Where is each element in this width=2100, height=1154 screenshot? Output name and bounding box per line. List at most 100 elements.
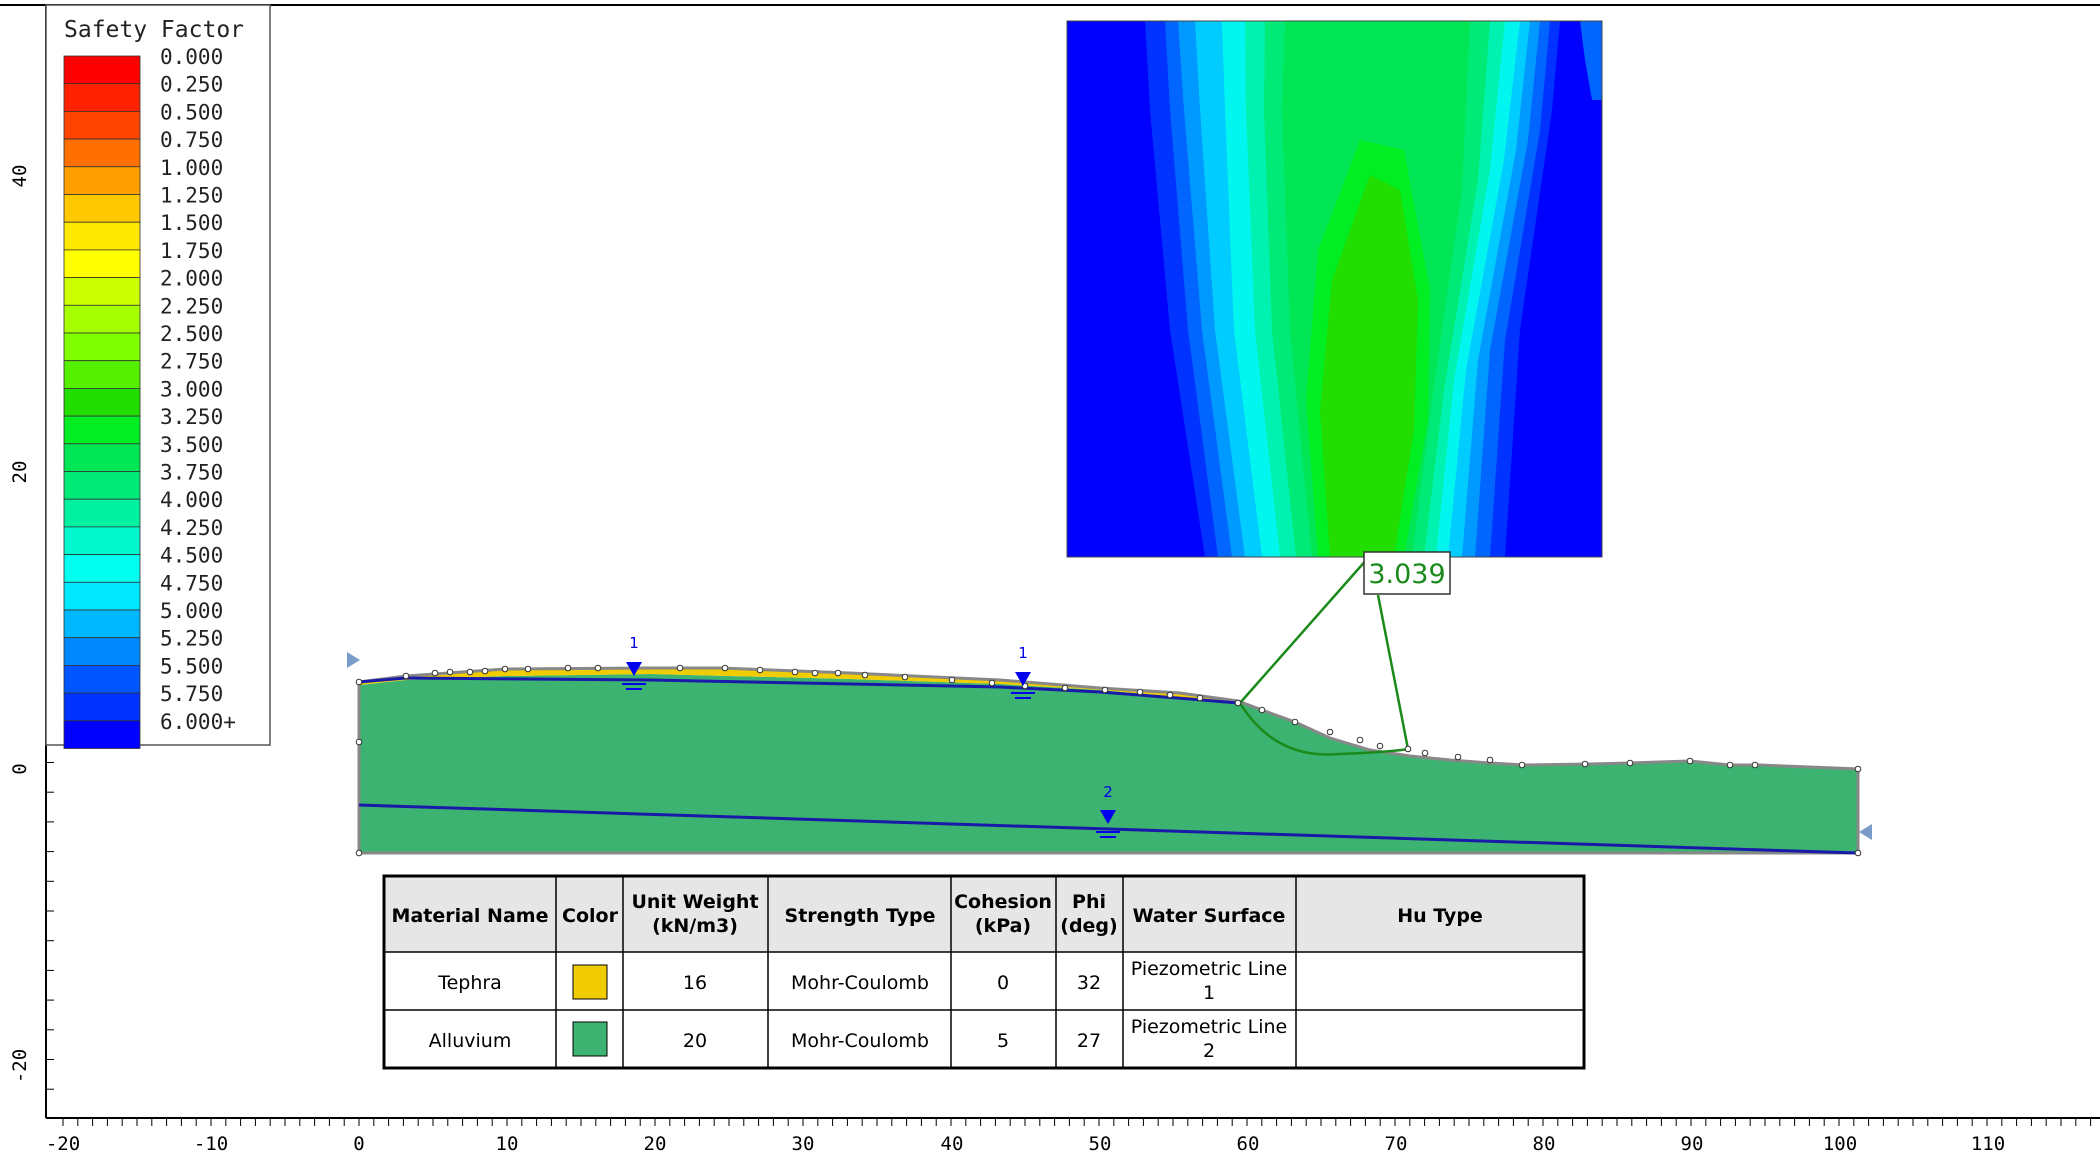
legend-label: 4.750 <box>160 571 223 595</box>
safety-factor-value: 3.039 <box>1368 559 1445 590</box>
y-tick-label-20: 20 <box>9 461 31 484</box>
legend-swatch <box>63 554 141 583</box>
x-tick-label-minus10: -10 <box>194 1133 228 1154</box>
legend-swatch <box>63 249 141 278</box>
critical-safety-factor-label[interactable]: 3.039 <box>1363 551 1451 595</box>
legend-label: 5.500 <box>160 654 223 678</box>
legend-label: 5.250 <box>160 627 223 651</box>
vertex-point <box>721 664 729 672</box>
legend-swatch <box>63 387 141 417</box>
vertex-point <box>1518 761 1526 769</box>
vertex-point <box>1421 749 1429 757</box>
legend-swatch <box>63 304 141 334</box>
vertex-point <box>791 668 799 676</box>
header-strength-type: Strength Type <box>785 905 936 927</box>
legend-swatch <box>63 415 141 445</box>
legend-swatch <box>63 55 141 85</box>
safety-factor-grid-contour[interactable] <box>1067 21 1602 557</box>
right-boundary-arrow-icon <box>1859 824 1872 840</box>
legend-swatch <box>63 111 141 140</box>
legend-label: 2.750 <box>160 350 223 374</box>
legend-label: 1.000 <box>160 156 223 180</box>
vertex-point <box>1486 756 1494 764</box>
material-color-swatch <box>572 1021 608 1057</box>
legend-label: 1.250 <box>160 184 223 208</box>
legend-label: 2.250 <box>160 294 223 318</box>
x-tick-label-20: 20 <box>644 1133 667 1154</box>
critical-slip-surface[interactable] <box>1238 702 1409 756</box>
legend-label: 0.500 <box>160 100 223 124</box>
legend-swatch <box>63 443 141 472</box>
slope-geometry[interactable] <box>355 557 1862 857</box>
vertex-point <box>501 665 509 673</box>
legend-swatch <box>63 692 141 722</box>
header-cohesion: Cohesion (kPa) <box>954 891 1052 937</box>
legend-swatch <box>63 471 141 500</box>
x-tick-label-50: 50 <box>1089 1133 1112 1154</box>
contour-band-3-00 <box>1320 175 1418 557</box>
water-table-label-1a: 1 <box>629 634 639 652</box>
x-tick-label-100: 100 <box>1823 1133 1857 1154</box>
table-row: Alluvium 20 Mohr-Coulomb 5 27 Piezometri… <box>429 1016 1288 1062</box>
vertex-point <box>355 738 363 746</box>
x-tick-label-90: 90 <box>1681 1133 1704 1154</box>
header-phi: Phi (deg) <box>1060 891 1117 937</box>
cell-cohesion: 5 <box>997 1030 1009 1052</box>
water-table-marker-2: 2 <box>1096 783 1120 838</box>
legend-label: 6.000+ <box>160 710 236 734</box>
legend-swatch <box>63 332 141 362</box>
vertex-point <box>481 667 489 675</box>
x-tick-label-110: 110 <box>1971 1133 2005 1154</box>
vertex-point <box>1166 691 1174 699</box>
legend-label: 5.000 <box>160 599 223 623</box>
slope-vertices <box>355 664 1862 857</box>
legend-label: 3.250 <box>160 405 223 429</box>
x-tick-label-minus20: -20 <box>46 1133 80 1154</box>
legend-items: 0.000 0.250 0.500 0.750 1.000 1.250 1.500 1.750… <box>63 45 236 749</box>
legend-title: Safety Factor <box>64 17 244 43</box>
x-tick-label-60: 60 <box>1237 1133 1260 1154</box>
header-hu-type: Hu Type <box>1397 905 1483 927</box>
cell-water-surface: Piezometric Line 2 <box>1131 1016 1287 1062</box>
vertex-point <box>564 664 572 672</box>
vertex-point <box>402 672 410 680</box>
cell-water-surface: Piezometric Line 1 <box>1131 958 1287 1004</box>
legend-swatch <box>63 360 141 389</box>
vertex-point <box>1581 760 1589 768</box>
vertex-point <box>1376 742 1384 750</box>
safety-factor-box <box>1363 551 1451 595</box>
piezometric-line-2[interactable] <box>358 803 1859 855</box>
legend-swatch <box>63 277 141 306</box>
vertex-point <box>1726 761 1734 769</box>
vertex-point <box>756 666 764 674</box>
vertex-point <box>1854 765 1862 773</box>
vertex-point <box>466 668 474 676</box>
contour-band-corner <box>1580 21 1602 100</box>
legend-label: 1.750 <box>160 239 223 263</box>
legend-swatch <box>63 665 141 694</box>
vertex-point <box>355 678 363 686</box>
cell-cohesion: 0 <box>997 972 1009 994</box>
water-table-marker-1a: 1 <box>622 634 646 690</box>
vertex-point <box>834 669 842 677</box>
legend-swatch <box>63 83 141 112</box>
legend-label: 1.500 <box>160 211 223 235</box>
legend-label: 2.000 <box>160 267 223 291</box>
vertex-point <box>1136 688 1144 696</box>
x-tick-label-30: 30 <box>792 1133 815 1154</box>
water-table-marker-1b: 1 <box>1011 644 1035 699</box>
vertex-point <box>1356 736 1364 744</box>
vertex-point <box>861 671 869 679</box>
legend-label: 3.000 <box>160 377 223 401</box>
alluvium-region[interactable] <box>359 674 1858 853</box>
legend-label: 3.750 <box>160 461 223 485</box>
legend-label: 4.000 <box>160 488 223 512</box>
legend-swatch <box>63 581 141 611</box>
slip-leader-right <box>1376 594 1410 750</box>
legend-swatch <box>63 221 141 251</box>
legend-label: 0.750 <box>160 128 223 152</box>
cell-strength-type: Mohr-Coulomb <box>791 1030 929 1052</box>
legend-label: 0.000 <box>160 45 223 69</box>
water-table-triangle-icon <box>1015 672 1031 686</box>
